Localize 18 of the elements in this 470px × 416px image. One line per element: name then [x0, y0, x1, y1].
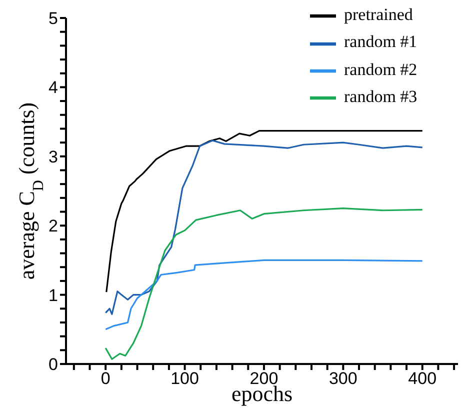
y-tick-label: 0 — [48, 355, 58, 374]
line-series — [104, 208, 424, 360]
x-tick-label: 100 — [170, 369, 199, 388]
line-series — [104, 259, 424, 330]
legend-label: random #3 — [344, 86, 418, 106]
y-tick-label: 1 — [48, 286, 58, 305]
y-tick-label: 5 — [48, 9, 58, 28]
y-tick-label: 2 — [48, 216, 58, 236]
line-series — [106, 130, 424, 293]
y-tick-label: 4 — [48, 78, 58, 98]
x-tick-label: 0 — [100, 369, 110, 388]
legend-label: random #2 — [344, 60, 418, 79]
legend-label: pretrained — [344, 5, 413, 24]
line-series — [104, 140, 424, 315]
x-tick-label: 400 — [408, 369, 437, 388]
x-tick-label: 300 — [328, 369, 358, 388]
legend-label: random #1 — [344, 32, 418, 52]
y-tick-label: 3 — [48, 147, 58, 166]
